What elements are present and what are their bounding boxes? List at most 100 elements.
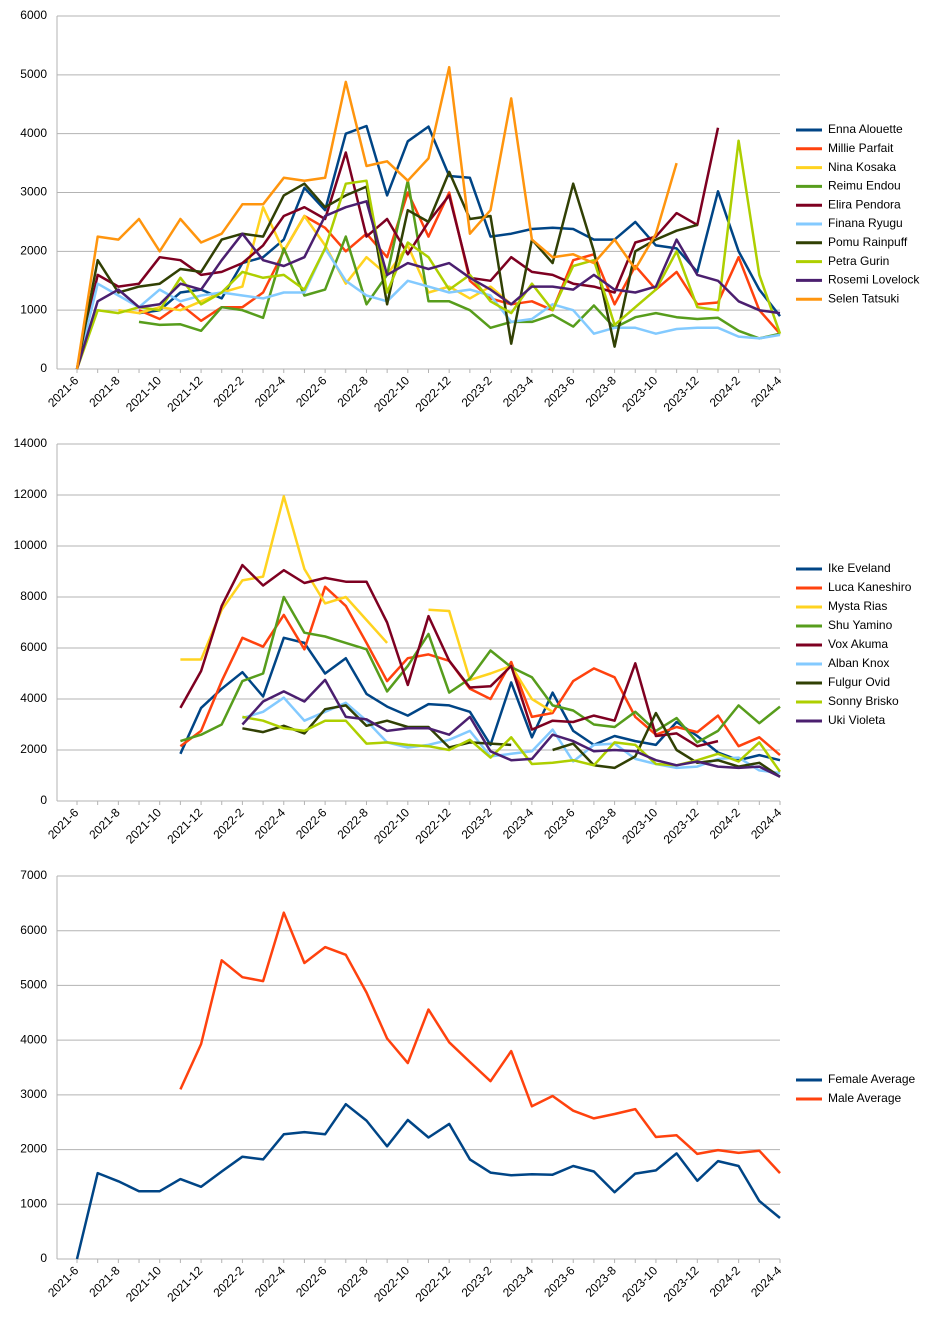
x-tick-label: 2022-12	[412, 805, 453, 846]
legend-label: Millie Parfait	[828, 141, 894, 155]
legend-label: Shu Yamino	[828, 618, 893, 632]
x-tick-label: 2023-10	[619, 373, 660, 414]
x-tick-label: 2023-8	[583, 805, 620, 842]
y-tick-label: 2000	[20, 244, 47, 258]
y-tick-label: 0	[40, 793, 47, 807]
x-tick-label: 2022-4	[252, 1263, 289, 1300]
legend-label: Finana Ryugu	[828, 216, 903, 230]
x-tick-label: 2023-2	[459, 805, 496, 842]
y-tick-label: 12000	[14, 487, 48, 501]
x-tick-label: 2023-10	[619, 805, 660, 846]
x-tick-label: 2023-2	[459, 373, 496, 410]
series-line	[138, 179, 781, 340]
y-tick-label: 0	[40, 1251, 47, 1265]
x-tick-label: 2023-4	[500, 805, 537, 842]
x-tick-label: 2024-4	[748, 805, 785, 842]
series-line	[180, 595, 781, 744]
y-tick-label: 6000	[20, 640, 47, 654]
x-tick-label: 2022-2	[210, 1263, 247, 1300]
series-line	[118, 205, 513, 315]
y-tick-label: 4000	[20, 1032, 47, 1046]
x-tick-label: 2022-8	[335, 373, 372, 410]
x-tick-label: 2024-4	[748, 373, 785, 410]
x-tick-label: 2023-6	[541, 1263, 578, 1300]
x-tick-label: 2022-2	[210, 373, 247, 410]
x-tick-label: 2022-4	[252, 373, 289, 410]
x-tick-label: 2021-10	[123, 373, 164, 414]
x-tick-label: 2023-4	[500, 1263, 537, 1300]
legend-label: Reimu Endou	[828, 179, 901, 193]
x-tick-label: 2022-8	[335, 1263, 372, 1300]
legend-label: Selen Tatsuki	[828, 291, 899, 305]
x-tick-label: 2022-8	[335, 805, 372, 842]
x-tick-label: 2023-10	[619, 1263, 660, 1304]
legend-label: Uki Violeta	[828, 713, 885, 727]
x-tick-label: 2022-10	[371, 1263, 412, 1304]
legend-label: Rosemi Lovelock	[828, 273, 920, 287]
legend-label: Petra Gurin	[828, 254, 889, 268]
x-tick-label: 2022-4	[252, 805, 289, 842]
legend-label: Ike Eveland	[828, 561, 891, 575]
x-tick-label: 2022-10	[371, 805, 412, 846]
series-line	[179, 563, 719, 748]
x-tick-label: 2023-8	[583, 373, 620, 410]
x-tick-label: 2024-2	[707, 373, 744, 410]
x-tick-label: 2021-6	[45, 1263, 82, 1300]
x-tick-label: 2023-12	[661, 373, 702, 414]
x-tick-label: 2021-8	[86, 1263, 123, 1300]
x-tick-label: 2021-10	[123, 1263, 164, 1304]
x-tick-label: 2021-10	[123, 805, 164, 846]
series-line	[179, 585, 781, 757]
series-line	[242, 704, 781, 778]
legend-label: Vox Akuma	[828, 637, 888, 651]
series-line	[179, 636, 781, 762]
y-tick-label: 8000	[20, 589, 47, 603]
legend-label: Enna Alouette	[828, 122, 903, 136]
series-line	[75, 200, 781, 370]
y-tick-label: 4000	[20, 691, 47, 705]
y-tick-label: 5000	[20, 978, 47, 992]
x-tick-label: 2022-12	[412, 373, 453, 414]
x-tick-label: 2022-12	[412, 1263, 453, 1304]
legend-label: Luca Kaneshiro	[828, 580, 912, 594]
y-tick-label: 3000	[20, 1087, 47, 1101]
x-tick-label: 2022-10	[371, 373, 412, 414]
x-tick-label: 2022-6	[293, 373, 330, 410]
y-tick-label: 2000	[20, 742, 47, 756]
x-tick-label: 2022-6	[293, 1263, 330, 1300]
x-tick-label: 2023-6	[541, 373, 578, 410]
y-tick-label: 10000	[14, 538, 48, 552]
legend-label: Elira Pendora	[828, 197, 901, 211]
x-tick-label: 2021-12	[164, 373, 205, 414]
x-tick-label: 2021-8	[86, 805, 123, 842]
x-tick-label: 2023-2	[459, 1263, 496, 1300]
legend-label: Sonny Brisko	[828, 694, 899, 708]
series-line	[75, 170, 698, 370]
y-tick-label: 2000	[20, 1142, 47, 1156]
series-line	[179, 911, 781, 1174]
series-line	[75, 65, 678, 370]
legend-label: Female Average	[828, 1072, 915, 1086]
y-tick-label: 6000	[20, 8, 47, 22]
y-tick-label: 6000	[20, 923, 47, 937]
y-tick-label: 4000	[20, 126, 47, 140]
x-tick-label: 2021-12	[164, 805, 205, 846]
x-tick-label: 2022-2	[210, 805, 247, 842]
legend-label: Male Average	[828, 1091, 901, 1105]
x-tick-label: 2024-2	[707, 1263, 744, 1300]
legend-label: Alban Knox	[828, 656, 889, 670]
y-tick-label: 5000	[20, 67, 47, 81]
y-tick-label: 3000	[20, 185, 47, 199]
legend-label: Fulgur Ovid	[828, 675, 890, 689]
y-tick-label: 1000	[20, 302, 47, 316]
x-tick-label: 2023-4	[500, 373, 537, 410]
series-line	[241, 678, 781, 778]
x-tick-label: 2023-6	[541, 805, 578, 842]
y-tick-label: 7000	[20, 868, 47, 882]
series-line	[75, 127, 720, 370]
y-tick-label: 0	[40, 361, 47, 375]
x-tick-label: 2023-8	[583, 1263, 620, 1300]
series-line	[75, 1102, 781, 1260]
